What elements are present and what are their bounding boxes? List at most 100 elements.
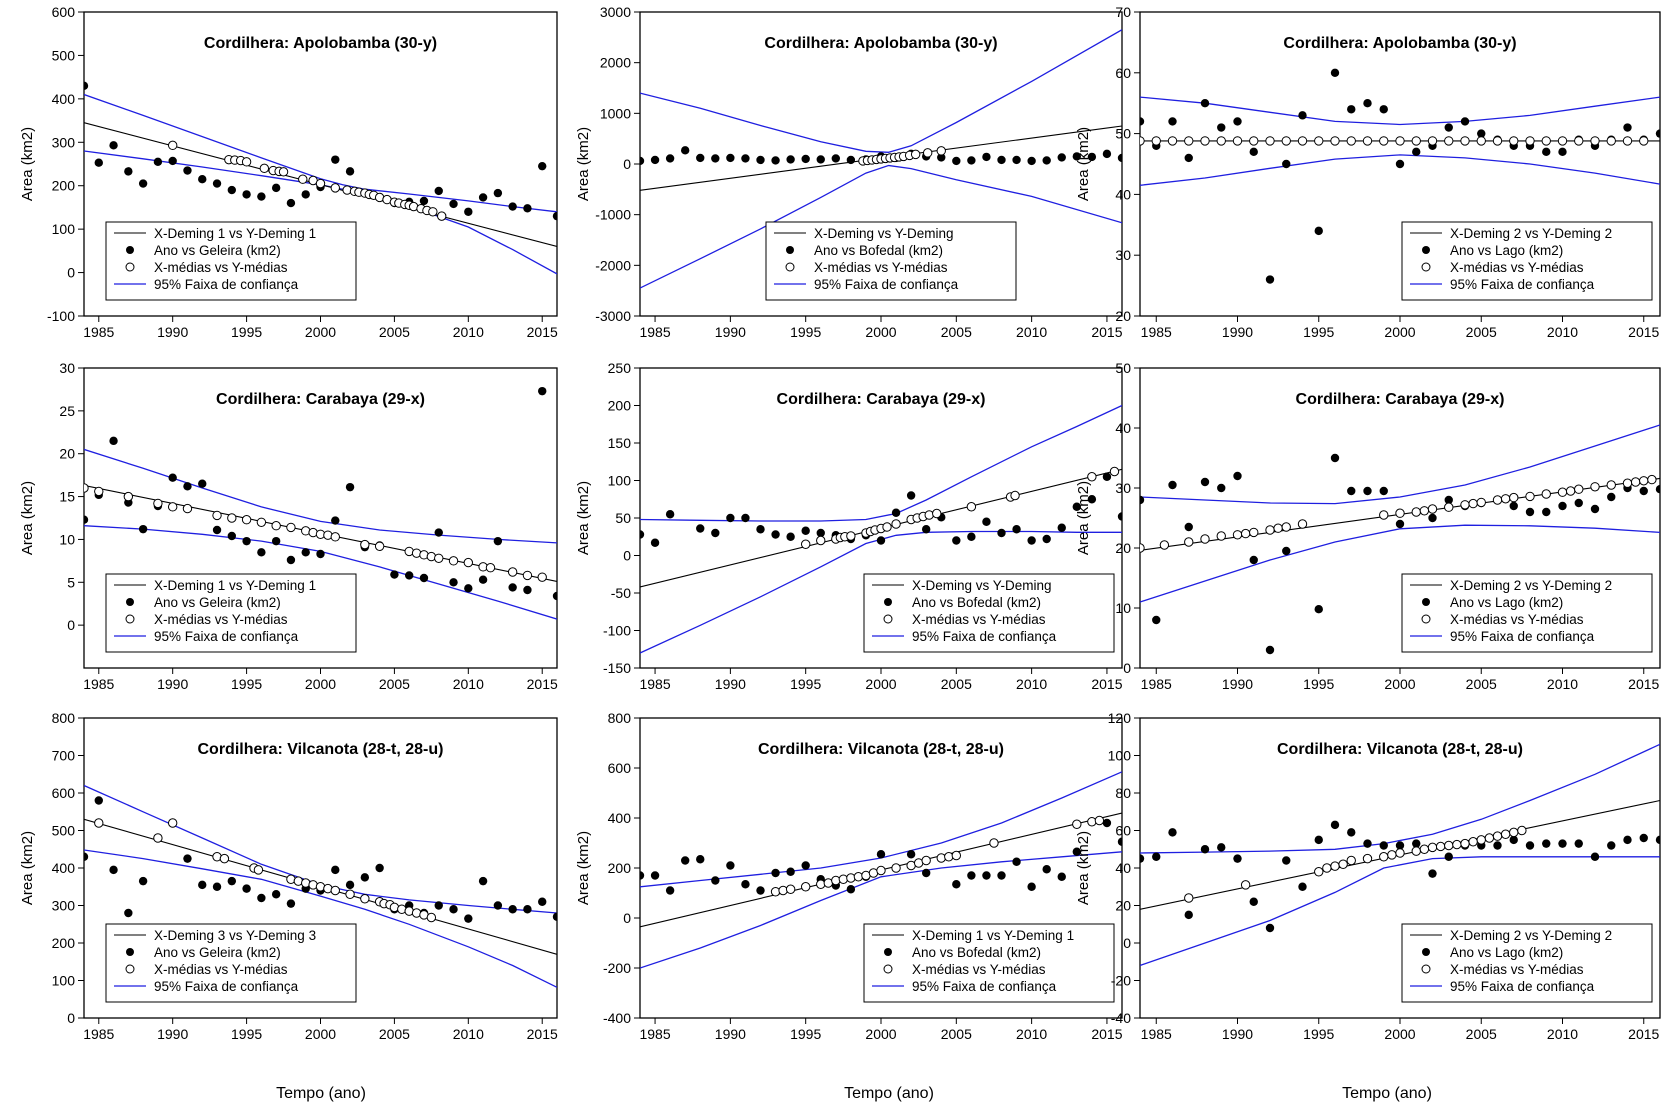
- x-tick-label: 2005: [379, 324, 410, 340]
- mean-point: [84, 483, 89, 493]
- y-tick-label: 0: [67, 617, 75, 633]
- chart-title: Cordilhera: Apolobamba (30-y): [204, 35, 437, 52]
- mean-point: [1500, 494, 1511, 504]
- mean-point: [123, 491, 134, 502]
- observed-point: [1347, 828, 1356, 837]
- observed-point: [756, 525, 765, 534]
- legend-label: X-Deming 2 vs Y-Deming 2: [1450, 578, 1612, 593]
- observed-point: [982, 517, 991, 526]
- mean-point: [1249, 136, 1259, 146]
- legend-label: X-Deming vs Y-Deming: [912, 578, 1052, 593]
- observed-point: [1072, 847, 1082, 856]
- mean-point: [1622, 136, 1633, 146]
- mean-point: [1379, 852, 1389, 862]
- x-tick-label: 2010: [1547, 676, 1578, 692]
- confidence-band-upper: [84, 93, 557, 213]
- mean-point: [1265, 525, 1275, 535]
- observed-point: [786, 867, 795, 876]
- y-tick-label: 200: [608, 860, 632, 876]
- mean-point: [1281, 522, 1291, 532]
- mean-point: [1240, 880, 1251, 890]
- y-tick-label: 800: [52, 710, 76, 726]
- observed-point: [1412, 839, 1421, 848]
- y-tick-label: 0: [623, 156, 631, 172]
- mean-point: [1468, 837, 1478, 847]
- x-tick-label: 1985: [639, 1026, 670, 1042]
- chart-panel-7: 0 100 200 300 400 500 600 700 800 1985 1990 1995 200…: [19, 710, 558, 1042]
- observed-point: [316, 549, 325, 559]
- observed-point: [640, 530, 645, 539]
- mean-point: [182, 503, 193, 514]
- legend-observed-swatch: [884, 948, 892, 956]
- confidence-band-upper: [1140, 743, 1660, 854]
- y-tick-label: 30: [1115, 480, 1131, 496]
- observed-point: [404, 571, 414, 580]
- observed-point: [1233, 117, 1242, 126]
- observed-point: [94, 158, 103, 167]
- observed-point: [168, 156, 177, 166]
- y-tick-label: 400: [52, 860, 76, 876]
- observed-point: [552, 912, 557, 921]
- x-tick-label: 1985: [639, 676, 670, 692]
- y-tick-label: 5: [67, 574, 75, 590]
- observed-point: [124, 167, 133, 176]
- observed-point: [1184, 522, 1193, 532]
- mean-point: [1525, 491, 1535, 502]
- legend-observed-swatch: [126, 598, 134, 606]
- observed-point: [1460, 117, 1470, 126]
- observed-point: [242, 884, 251, 893]
- observed-point: [212, 882, 222, 891]
- mean-point: [936, 853, 946, 863]
- observed-point: [1607, 492, 1616, 502]
- legend-label: 95% Faixa de confiança: [912, 629, 1057, 644]
- observed-point: [756, 155, 765, 165]
- chart-panel-5: -150 -100 -50 0 50 100 150 200 250 1985 1990 1995 20…: [575, 360, 1123, 692]
- x-axis-title-col3: Tempo (ano): [1342, 1085, 1432, 1102]
- legend-label: 95% Faixa de confiança: [1450, 629, 1595, 644]
- x-tick-label: 2015: [1091, 676, 1122, 692]
- observed-point: [508, 202, 517, 211]
- legend-label: Ano vs Geleira (km2): [154, 595, 281, 610]
- observed-point: [242, 536, 251, 546]
- x-tick-label: 1990: [715, 324, 746, 340]
- observed-point: [665, 510, 675, 519]
- observed-point: [1525, 841, 1535, 850]
- observed-point: [508, 583, 517, 592]
- mean-point: [315, 178, 326, 189]
- x-tick-label: 1990: [157, 1026, 188, 1042]
- observed-point: [552, 591, 557, 601]
- chart-panel-6: 0 10 20 30 40 50 1985 1990 1995 2000 2005 2010 2015 A…: [1075, 360, 1661, 692]
- observed-point: [1012, 857, 1021, 866]
- mean-point: [1395, 136, 1405, 146]
- y-tick-label: 50: [1115, 126, 1131, 142]
- x-tick-label: 1995: [1303, 1026, 1334, 1042]
- observed-point: [212, 525, 222, 535]
- observed-point: [1027, 156, 1036, 166]
- legend-mean-swatch: [125, 262, 135, 272]
- mean-point: [1249, 527, 1259, 538]
- observed-point: [1330, 820, 1340, 830]
- y-tick-label: 250: [608, 360, 632, 376]
- observed-point: [1330, 68, 1340, 78]
- observed-point: [464, 207, 473, 216]
- x-tick-label: 2000: [305, 676, 336, 692]
- legend-mean-swatch: [125, 964, 135, 974]
- legend-label: 95% Faixa de confiança: [154, 277, 299, 292]
- x-tick-label: 2015: [1091, 1026, 1122, 1042]
- mean-point: [1460, 136, 1470, 146]
- y-tick-label: 150: [608, 435, 632, 451]
- y-tick-label: 100: [608, 473, 632, 489]
- legend-label: X-médias vs Y-médias: [1450, 962, 1584, 977]
- mean-point: [1639, 136, 1649, 146]
- mean-point: [951, 850, 962, 861]
- y-tick-label: -400: [603, 1010, 631, 1026]
- legend-label: 95% Faixa de confiança: [154, 629, 299, 644]
- observed-point: [665, 886, 675, 895]
- observed-point: [1314, 835, 1323, 845]
- x-axis-title-col1: Tempo (ano): [276, 1085, 366, 1102]
- observed-point: [138, 524, 148, 534]
- x-tick-label: 1985: [1141, 1026, 1172, 1042]
- legend-mean-swatch: [883, 964, 893, 974]
- y-tick-label: 120: [1108, 710, 1132, 726]
- x-tick-label: 2015: [527, 1026, 558, 1042]
